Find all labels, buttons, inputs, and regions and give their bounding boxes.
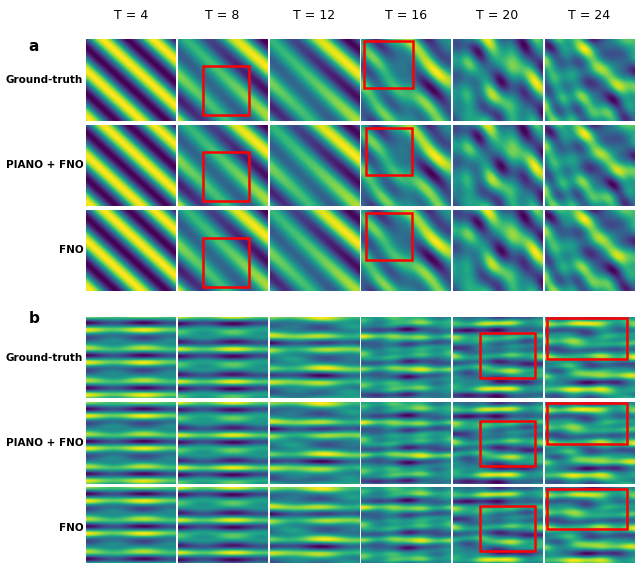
Text: b: b (29, 311, 40, 326)
Text: T = 4: T = 4 (114, 9, 148, 22)
Text: FNO: FNO (59, 245, 83, 256)
Text: Ground-truth: Ground-truth (6, 75, 83, 85)
Text: PIANO + FNO: PIANO + FNO (6, 160, 83, 171)
Text: FNO: FNO (59, 523, 83, 533)
Text: Ground-truth: Ground-truth (6, 352, 83, 363)
Text: T = 12: T = 12 (293, 9, 335, 22)
Text: PIANO + FNO: PIANO + FNO (6, 437, 83, 448)
Text: T = 8: T = 8 (205, 9, 240, 22)
Text: T = 20: T = 20 (476, 9, 518, 22)
Text: a: a (29, 39, 39, 55)
Text: T = 16: T = 16 (385, 9, 427, 22)
Text: T = 24: T = 24 (568, 9, 610, 22)
